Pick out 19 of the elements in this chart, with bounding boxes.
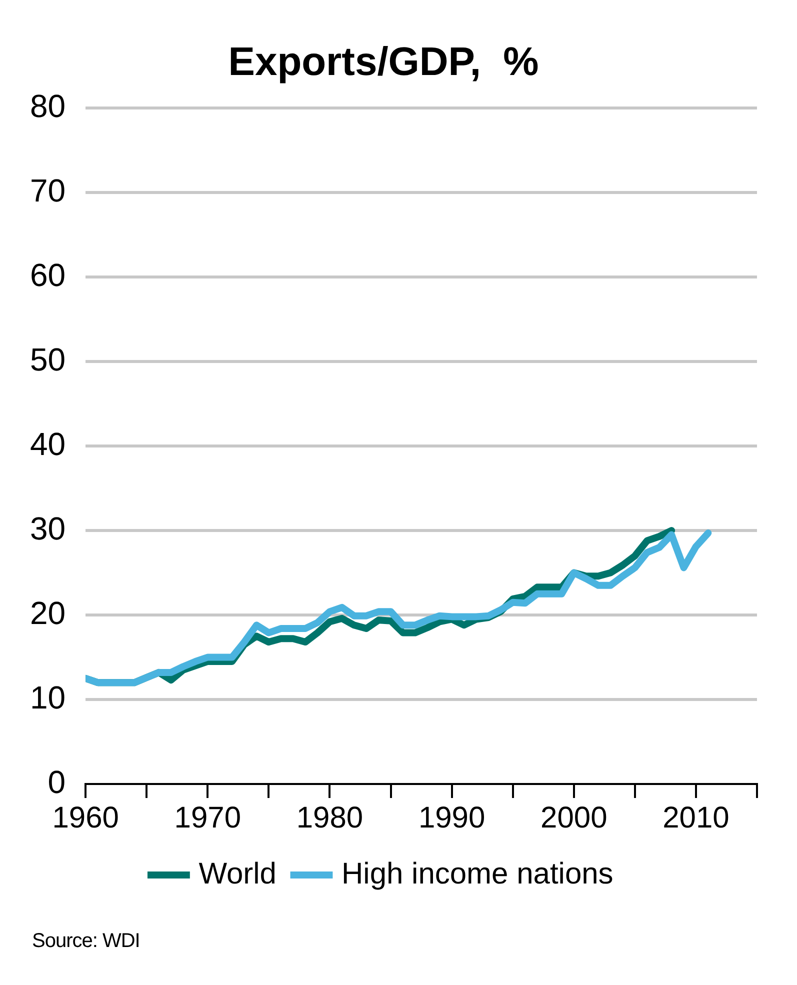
- x-tick-label: 1970: [174, 801, 242, 834]
- x-tick-label: 2010: [662, 801, 730, 834]
- y-tick-label: 0: [48, 764, 66, 800]
- y-tick-label: 60: [30, 256, 66, 293]
- y-tick-label: 70: [30, 172, 66, 208]
- y-tick-label: 40: [30, 426, 66, 462]
- y-tick-label: 20: [30, 594, 66, 631]
- x-tick-label: 1960: [52, 801, 119, 834]
- legend-label: World: [198, 857, 277, 890]
- y-tick-label: 80: [30, 88, 66, 124]
- legend-label: High income nations: [341, 857, 614, 890]
- source-note: Source: WDI: [32, 930, 140, 953]
- chart-title: Exports/GDP, %: [228, 40, 539, 84]
- x-tick-label: 1980: [296, 801, 364, 834]
- x-tick-label: 1990: [418, 801, 486, 834]
- x-tick-label: 2000: [540, 801, 608, 834]
- y-tick-label: 10: [30, 679, 66, 716]
- y-tick-label: 30: [30, 510, 66, 546]
- y-tick-label: 50: [30, 341, 66, 378]
